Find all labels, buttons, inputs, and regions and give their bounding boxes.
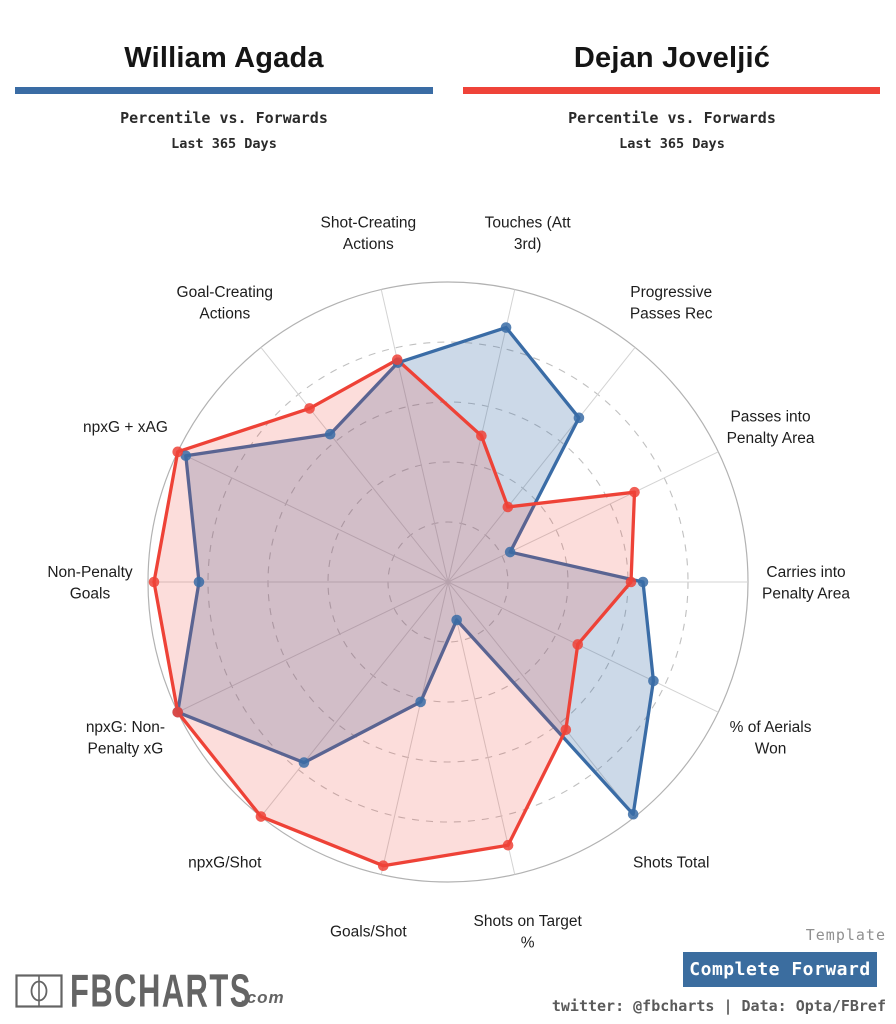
data-point-1: [148, 576, 160, 588]
data-point-1: [255, 811, 267, 822]
axis-label: npxG/Shot: [188, 854, 262, 871]
axis-spoke: [177, 451, 449, 583]
data-point-1: [391, 354, 403, 366]
data-point-1: [625, 576, 637, 588]
data-point-1: [502, 501, 514, 513]
data-point-0: [415, 696, 426, 708]
player1-period: Last 365 Days: [171, 136, 277, 152]
template-value-badge: Complete Forward: [683, 952, 877, 987]
data-point-0: [573, 412, 585, 424]
axis-spoke: [177, 581, 449, 713]
player1-title: William Agada: [124, 42, 324, 74]
axis-label: Goal-Creating Actions: [177, 284, 274, 323]
data-point-1: [172, 446, 184, 458]
axis-label: Shots on Target%: [474, 913, 583, 952]
data-point-0: [627, 808, 639, 820]
axis-label: npxG: Non-Penalty xG: [86, 719, 165, 758]
axis-spoke: [447, 581, 516, 875]
data-point-1: [560, 724, 572, 736]
axis-label: Progressive Passes Rec: [630, 284, 713, 323]
data-point-0: [637, 576, 649, 588]
brand-wordmark: FBCHARTS: [70, 965, 252, 1018]
axis-label: Passes into Penalty Area: [727, 408, 815, 447]
data-point-1: [304, 403, 315, 414]
data-point-1: [172, 706, 184, 718]
axis-spoke: [447, 451, 719, 583]
credit-line: twitter: @fbcharts | Data: Opta/FBref: [551, 997, 886, 1015]
axis-spoke: [447, 581, 636, 817]
player2-subtitle: Percentile vs. Forwards: [568, 109, 776, 127]
player1-color-bar: [15, 87, 433, 94]
data-point-0: [648, 675, 659, 687]
axis-spoke: [260, 347, 449, 583]
data-point-1: [572, 639, 584, 650]
axis-label: Shot-Creating Actions: [321, 215, 417, 254]
axis-spoke: [380, 581, 449, 875]
data-point-1: [629, 486, 640, 498]
data-point-0: [324, 428, 336, 440]
template-label: Template: [805, 926, 886, 944]
data-point-1: [377, 860, 389, 872]
player2-title: Dejan Joveljić: [573, 42, 771, 74]
data-point-0: [504, 546, 516, 558]
axis-spoke: [260, 581, 449, 817]
axis-label: Non-Penalty Goals: [47, 564, 133, 603]
axis-label: Shots Total: [633, 854, 709, 871]
axis-label: Goals/Shot: [330, 924, 407, 941]
axis-label: Carries into Penalty Area: [762, 564, 850, 603]
data-point-1: [502, 839, 514, 851]
axis-spoke: [447, 581, 719, 713]
data-point-0: [451, 614, 462, 626]
axis-label: Touches (Att 3rd): [485, 215, 572, 254]
player2-period: Last 365 Days: [619, 136, 725, 152]
axis-label: % of Aerials Won: [730, 719, 812, 758]
data-point-0: [180, 450, 192, 462]
data-point-1: [476, 430, 487, 442]
pitch-icon: [15, 974, 63, 1008]
axis-spoke: [447, 347, 636, 583]
axis-spoke: [380, 289, 449, 583]
player2-color-bar: [463, 87, 880, 94]
data-point-0: [298, 757, 310, 768]
axis-label: npxG + xAG: [83, 419, 168, 436]
brand-suffix: .com: [241, 988, 285, 1007]
data-point-0: [193, 576, 205, 588]
data-point-0: [500, 322, 512, 333]
player1-subtitle: Percentile vs. Forwards: [120, 109, 328, 127]
